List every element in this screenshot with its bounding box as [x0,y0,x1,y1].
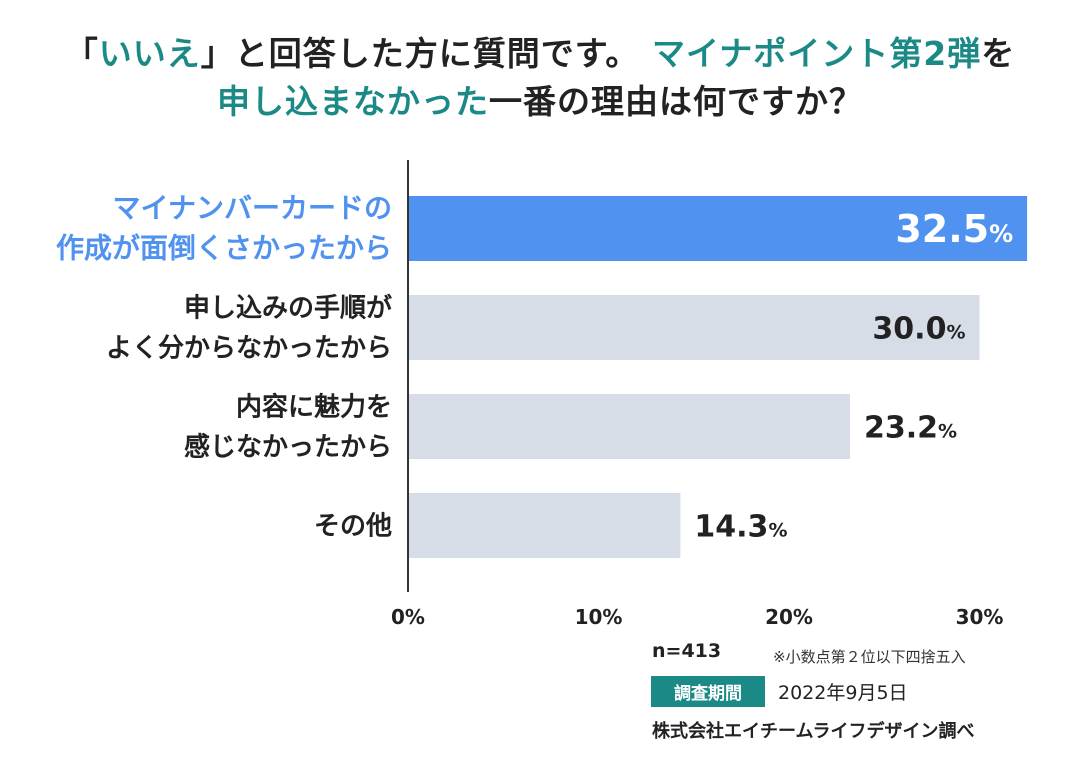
category-label: 感じなかったから [184,433,392,463]
bar [408,196,1028,261]
value-number: 30.0 [872,311,946,346]
category-label: 作成が面倒くさかったから [56,232,392,265]
category-label: その他 [314,512,392,542]
value-label: 14.3% [694,509,787,544]
survey-date: 2022年9月5日 [778,682,908,704]
bar [408,394,850,459]
x-tick-label: 20% [765,605,813,629]
value-unit: % [989,220,1013,248]
value-unit: % [768,519,787,541]
title-line-2: 申し込まなかった一番の理由は何ですか？ [217,82,863,121]
category-label: 内容に魅力を [236,392,392,423]
category-label: よく分からなかったから [106,334,392,364]
value-unit: % [938,420,957,442]
value-unit: % [946,321,965,343]
sample-size: n=413 [652,640,722,662]
category-label: マイナンバーカードの [113,192,392,225]
survey-period-badge: 調査期間 [651,676,765,707]
bar [408,295,980,360]
value-number: 32.5 [895,207,989,251]
rounding-note: ※小数点第２位以下四捨五入 [773,648,966,666]
survey-credit: 株式会社エイチームライフデザイン調べ [652,721,975,742]
x-tick-label: 10% [575,605,623,629]
title-line-1: 「いいえ」と回答した方に質問です。 マイナポイント第2弾を [64,34,1016,73]
value-label: 32.5% [895,207,1013,251]
x-tick-label: 30% [956,605,1004,629]
value-number: 23.2 [864,410,938,445]
x-tick-label: 0% [391,605,425,629]
chart-title: 「いいえ」と回答した方に質問です。 マイナポイント第2弾を 申し込まなかった一番… [0,30,1080,126]
value-label: 30.0% [872,311,965,346]
value-number: 14.3 [694,509,768,544]
category-label: 申し込みの手順が [184,293,392,324]
bar [408,493,681,558]
value-label: 23.2% [864,410,957,445]
